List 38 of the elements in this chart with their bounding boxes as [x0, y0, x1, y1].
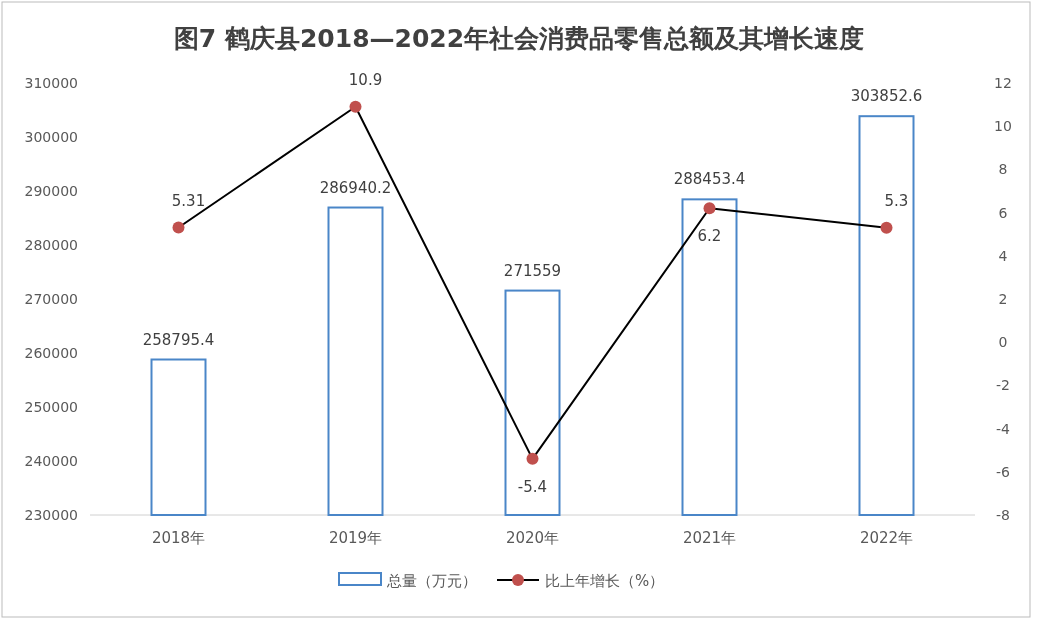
data-label: 288453.4	[673, 170, 746, 189]
x-tick-label: 2021年	[682, 529, 737, 547]
y2-tick-label: 12	[994, 75, 1012, 91]
y2-tick-label: -6	[996, 463, 1011, 480]
data-label: 6.2	[697, 227, 722, 246]
x-tick-label: 2019年	[328, 529, 383, 547]
data-label: 286940.2	[319, 178, 392, 197]
y2-tick-label: 2	[998, 291, 1008, 307]
data-label: -5.4	[517, 477, 548, 496]
y2-tick-label: 8	[998, 161, 1008, 178]
legend-label: 总量（万元）	[386, 572, 477, 590]
data-label: 258795.4	[142, 330, 215, 349]
y-tick-label: 270000	[24, 291, 78, 307]
y-tick-label: 300000	[24, 129, 78, 145]
y-tick-label: 310000	[24, 75, 78, 91]
y2-tick-label: 4	[998, 247, 1008, 264]
legend-label: 比上年增长（%）	[545, 572, 665, 590]
y-tick-label: 280000	[24, 237, 78, 253]
x-tick-label: 2022年	[859, 529, 914, 547]
y-tick-label: 260000	[24, 345, 78, 361]
x-tick-label: 2020年	[505, 529, 560, 547]
y-tick-label: 230000	[24, 507, 78, 523]
y-tick-label: 240000	[24, 453, 78, 469]
data-label: 303852.6	[850, 87, 923, 106]
data-label: 5.31	[171, 191, 206, 210]
y-tick-label: 250000	[24, 399, 78, 415]
chart-title: 图7 鹤庆县2018—2022年社会消费品零售总额及其增长速度	[173, 24, 865, 53]
y2-tick-label: 10	[994, 118, 1012, 135]
data-label: 10.9	[348, 70, 383, 89]
y2-tick-label: -8	[996, 507, 1010, 523]
data-label: 5.3	[884, 191, 909, 210]
data-label: 271559	[503, 261, 562, 280]
y2-tick-label: -4	[996, 420, 1011, 437]
y2-tick-label: 0	[998, 334, 1008, 351]
y2-tick-label: 6	[998, 204, 1008, 221]
y-tick-label: 290000	[24, 183, 78, 199]
x-tick-label: 2018年	[151, 529, 206, 547]
y2-tick-label: -2	[996, 377, 1010, 394]
